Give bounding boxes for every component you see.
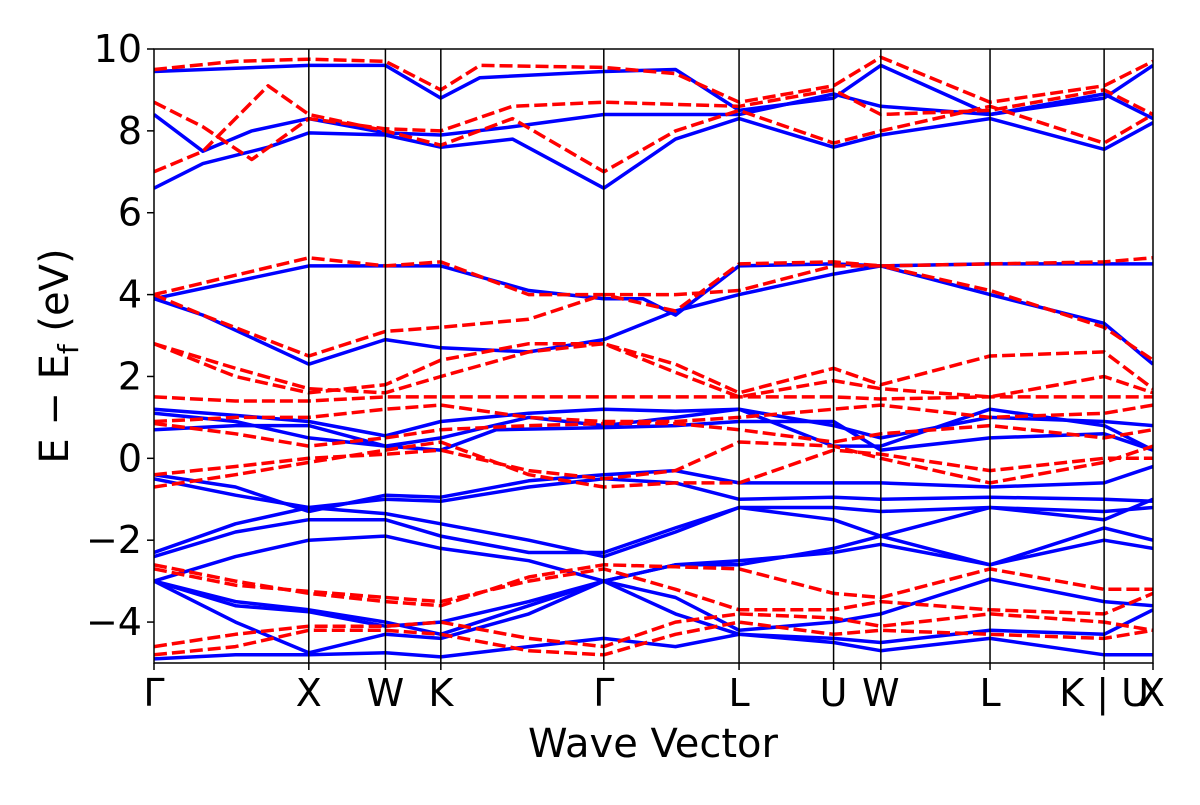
plot-frame: [153, 48, 1154, 664]
band-line: [154, 538, 1153, 637]
band-line: [154, 505, 1153, 559]
y-axis-title-subscript: f: [52, 343, 85, 354]
band-line: [154, 411, 1153, 452]
band-line: [154, 632, 1153, 661]
y-tick-label: 6: [118, 191, 142, 235]
x-tick-label: W: [367, 671, 405, 715]
y-axis-title: E − Ef (eV): [32, 248, 85, 463]
band-line: [154, 440, 1153, 489]
y-tick-label: 10: [94, 27, 142, 71]
band-line: [154, 421, 1153, 448]
band-line: [154, 579, 1153, 655]
y-axis-ticks: −4 −2 0 2 4 6 8 10: [86, 27, 154, 644]
high-symmetry-lines: [308, 49, 1105, 663]
x-tick-label: L: [728, 671, 749, 715]
band-line: [154, 264, 1153, 362]
y-axis-title-main: E − E: [32, 354, 78, 464]
band-line: [154, 341, 1153, 395]
y-tick-label: 0: [118, 436, 142, 480]
band-line: [154, 563, 1153, 608]
y-tick-label: −2: [86, 518, 142, 562]
band-line: [154, 612, 1153, 649]
y-tick-label: −4: [86, 600, 142, 644]
y-tick-label: 8: [118, 109, 142, 153]
x-tick-label: U: [820, 671, 848, 715]
band-line: [154, 88, 1153, 162]
band-line: [154, 477, 1153, 510]
x-tick-label: L: [979, 671, 1000, 715]
x-axis-title: Wave Vector: [528, 721, 779, 767]
band-line: [154, 620, 1153, 657]
y-tick-label: 2: [118, 354, 142, 398]
band-line: [154, 92, 1153, 154]
band-line: [154, 497, 1153, 559]
x-tick-label: X: [296, 671, 322, 715]
series-1: [154, 55, 1153, 657]
x-tick-label: X: [1139, 671, 1165, 715]
band-line: [154, 577, 1153, 633]
band-line: [154, 403, 1153, 424]
band-line: [154, 440, 1153, 485]
band-line: [154, 395, 1153, 403]
band-line: [154, 407, 1153, 440]
x-tick-label: K: [428, 671, 454, 715]
x-tick-label: Γ: [593, 671, 614, 715]
x-tick-label: W: [862, 671, 900, 715]
y-axis-title-unit: (eV): [32, 248, 78, 344]
band-line: [154, 55, 1153, 104]
band-line: [154, 567, 1153, 616]
band-line: [154, 264, 1153, 366]
band-line: [154, 341, 1153, 399]
x-tick-label: Γ: [143, 671, 164, 715]
y-tick-label: 4: [118, 273, 142, 317]
x-tick-label: K | U: [1059, 671, 1149, 716]
